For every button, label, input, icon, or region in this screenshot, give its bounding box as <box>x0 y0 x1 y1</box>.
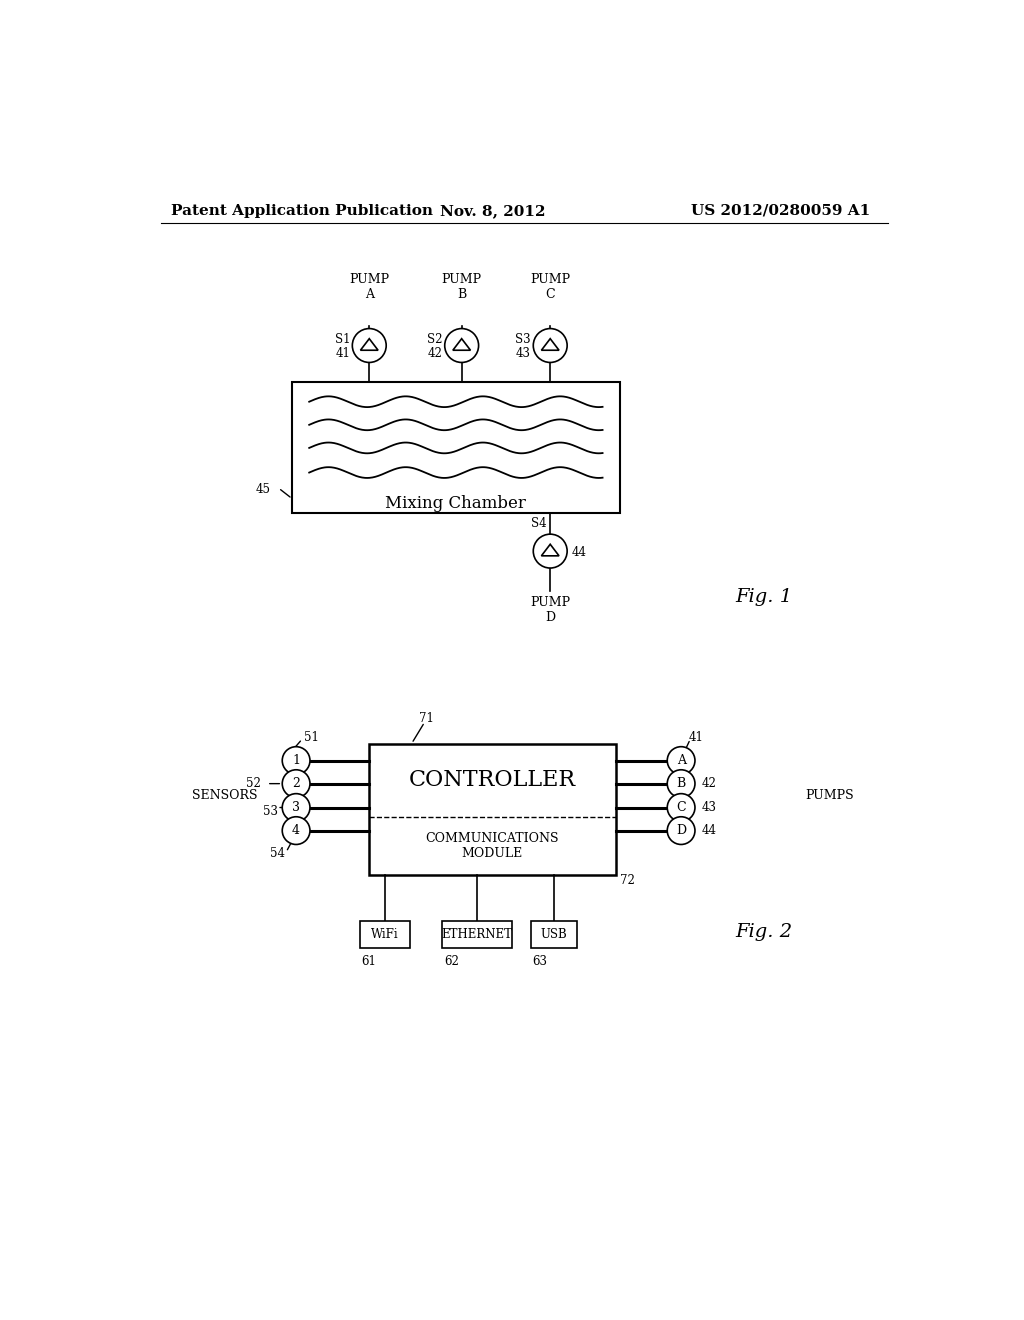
Text: 71: 71 <box>419 713 434 726</box>
Circle shape <box>283 770 310 797</box>
Text: ETHERNET: ETHERNET <box>441 928 513 941</box>
Text: 2: 2 <box>292 777 300 791</box>
Circle shape <box>534 329 567 363</box>
Text: 51: 51 <box>304 731 318 744</box>
Text: 44: 44 <box>571 546 587 560</box>
Text: S2: S2 <box>427 333 442 346</box>
Text: 45: 45 <box>256 483 270 496</box>
Text: 42: 42 <box>701 777 716 791</box>
Text: S1: S1 <box>335 333 350 346</box>
Circle shape <box>668 817 695 845</box>
Text: 3: 3 <box>292 801 300 814</box>
Text: SENSORS: SENSORS <box>193 789 258 803</box>
Bar <box>442 921 512 948</box>
Text: 54: 54 <box>269 847 285 861</box>
Text: 62: 62 <box>444 956 459 969</box>
Text: S3: S3 <box>515 333 531 346</box>
Text: COMMUNICATIONS
MODULE: COMMUNICATIONS MODULE <box>426 832 559 859</box>
Text: PUMP
B: PUMP B <box>441 273 481 301</box>
Circle shape <box>352 329 386 363</box>
Text: PUMP
C: PUMP C <box>530 273 570 301</box>
Text: 4: 4 <box>292 824 300 837</box>
Circle shape <box>668 747 695 775</box>
Text: 61: 61 <box>361 956 376 969</box>
Text: D: D <box>676 824 686 837</box>
Text: 41: 41 <box>689 731 703 744</box>
Text: PUMP
A: PUMP A <box>349 273 389 301</box>
Circle shape <box>668 793 695 821</box>
Text: 72: 72 <box>620 874 635 887</box>
Text: Fig. 1: Fig. 1 <box>735 589 793 606</box>
Text: 42: 42 <box>428 347 442 360</box>
Circle shape <box>534 535 567 568</box>
Bar <box>359 921 410 948</box>
Text: 44: 44 <box>701 824 716 837</box>
Text: 53: 53 <box>263 805 279 818</box>
Text: PUMP
D: PUMP D <box>530 597 570 624</box>
Text: 43: 43 <box>516 347 531 360</box>
Text: C: C <box>676 801 686 814</box>
Text: Patent Application Publication: Patent Application Publication <box>171 203 432 218</box>
Text: B: B <box>677 777 686 791</box>
Text: A: A <box>677 754 686 767</box>
Text: Mixing Chamber: Mixing Chamber <box>385 495 526 512</box>
Circle shape <box>283 817 310 845</box>
Bar <box>531 921 578 948</box>
Text: 43: 43 <box>701 801 716 814</box>
Text: US 2012/0280059 A1: US 2012/0280059 A1 <box>690 203 869 218</box>
Text: PUMPS: PUMPS <box>806 789 854 803</box>
Text: 41: 41 <box>335 347 350 360</box>
Text: 1: 1 <box>292 754 300 767</box>
Circle shape <box>444 329 478 363</box>
Bar <box>370 743 615 875</box>
Text: 63: 63 <box>532 956 548 969</box>
Circle shape <box>668 770 695 797</box>
Circle shape <box>283 793 310 821</box>
Text: Fig. 2: Fig. 2 <box>735 923 793 941</box>
Text: Nov. 8, 2012: Nov. 8, 2012 <box>439 203 545 218</box>
Circle shape <box>283 747 310 775</box>
Text: WiFi: WiFi <box>371 928 398 941</box>
Text: 52: 52 <box>246 777 261 791</box>
Bar <box>292 381 620 512</box>
Text: CONTROLLER: CONTROLLER <box>409 770 577 791</box>
Text: USB: USB <box>541 928 567 941</box>
Text: S4: S4 <box>530 517 547 531</box>
